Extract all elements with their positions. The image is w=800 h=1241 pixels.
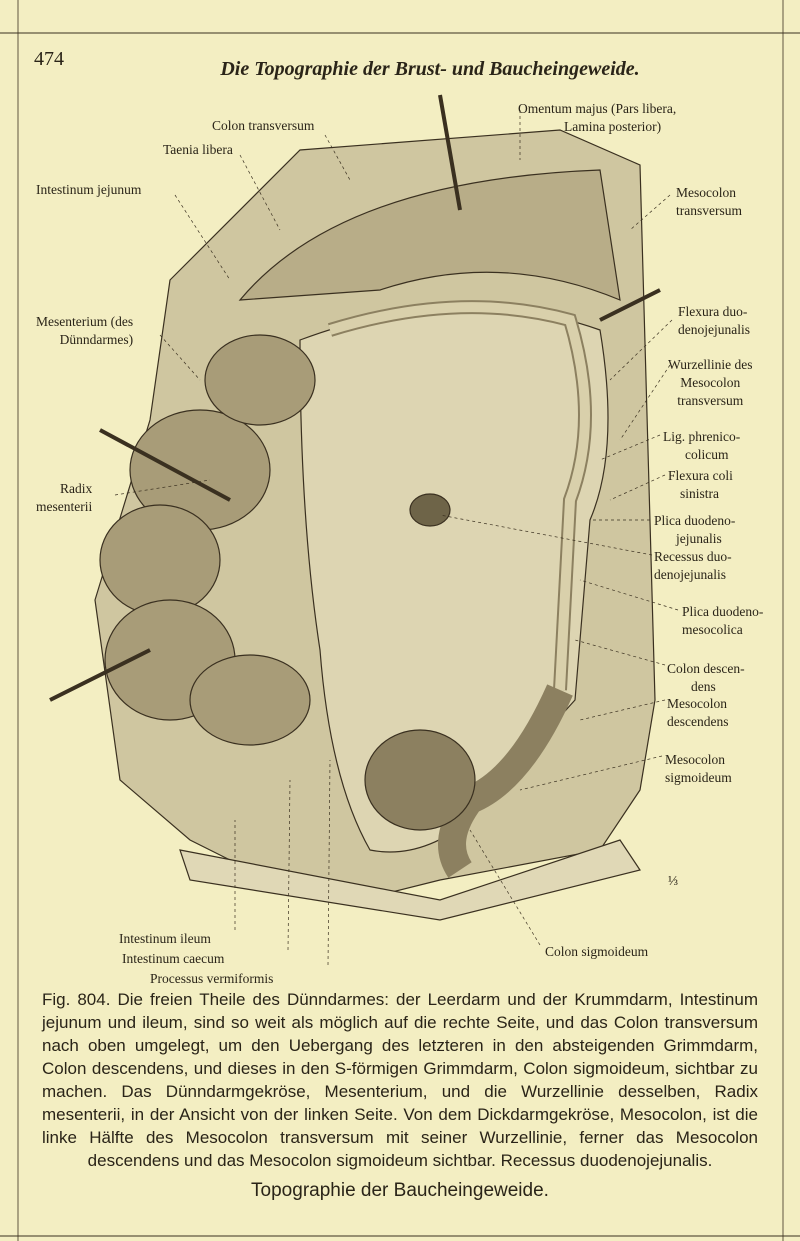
label-line: Mesocolon [676,185,736,200]
label-line: Mesocolon [680,375,741,390]
label-line: jejunalis [676,531,722,546]
label-line: mesocolica [682,622,743,637]
page-number: 474 [34,48,64,70]
caption: Fig. 804. Die freien Theile des Dünndarm… [42,990,758,1170]
figure-label: Colon descen-dens [667,660,745,696]
label-line: Lamina posterior) [564,119,662,134]
figure-label: Mesocolon transversum [676,184,742,220]
label-line: denojejunalis [654,567,726,582]
label-line: Intestinum ileum [119,931,211,946]
label-line: dens [691,679,716,694]
figure-label: Colon transversum [212,117,314,135]
label-line: Colon descen- [667,661,745,676]
figure-label: Flexura coli sinistra [668,467,733,503]
label-line: Processus vermiformis [150,971,274,986]
running-head: Die Topographie der Brust- und Baucheing… [220,58,640,80]
figure-label: Mesocolon descendens [667,695,728,731]
label-line: descendens [667,714,729,729]
figure-label: ⅓ [668,872,678,890]
label-line: Mesocolon [667,696,727,711]
label-line: Taenia libera [163,142,233,157]
figure-label: Plica duodeno-jejunalis [654,512,735,548]
label-line: colicum [685,447,729,462]
label-line: Lig. phrenico- [663,429,741,444]
label-line: ⅓ [668,873,679,888]
label-line: Intestinum jejunum [36,182,142,197]
label-line: Flexura duo- [678,304,748,319]
figure-label: Taenia libera [163,141,233,159]
label-line: Intestinum caecum [122,951,225,966]
label-line: mesenterii [36,499,93,514]
figure-label: Recessus duo-denojejunalis [654,548,732,584]
label-line: Mesocolon [665,752,725,767]
figure-label: Lig. phrenico-colicum [663,428,740,464]
label-line: Mesenterium (des [36,314,134,329]
label-line: sigmoideum [665,770,732,785]
figure-label: Radix mesenterii [36,480,92,516]
label-line: Recessus duo- [654,549,732,564]
label-line: Colon sigmoideum [545,944,649,959]
figure-label: Intestinum ileum [119,930,211,948]
figure-label: Colon sigmoideum [545,943,648,961]
figure-label: Intestinum jejunum [36,181,141,199]
figure-label: Processus vermiformis [150,970,273,988]
figure-label: Flexura duo-denojejunalis [678,303,750,339]
label-line: Wurzellinie des [668,357,753,372]
label-line: transversum [676,203,742,218]
footer: Topographie der Baucheingeweide. [251,1180,549,1201]
label-line: Plica duodeno- [654,513,736,528]
figure-label: Intestinum caecum [122,950,224,968]
figure-label: Mesenterium (des Dünndarmes) [36,313,133,349]
label-line: Radix [59,481,93,496]
figure-label: Omentum majus (Pars libera, Lamina poster… [518,100,676,136]
label-line: Flexura coli [668,468,733,483]
figure-label: Wurzellinie des Mesocolon transversum [668,356,753,410]
label-line: Colon transversum [212,118,315,133]
label-line: Plica duodeno- [682,604,764,619]
figure-label: Plica duodeno-mesocolica [682,603,763,639]
label-line: transversum [677,393,744,408]
label-line: Omentum majus (Pars libera, [518,101,677,116]
label-line: Dünndarmes) [59,332,134,347]
label-line: sinistra [680,486,719,501]
label-line: denojejunalis [678,322,750,337]
figure-label: Mesocolon sigmoideum [665,751,732,787]
